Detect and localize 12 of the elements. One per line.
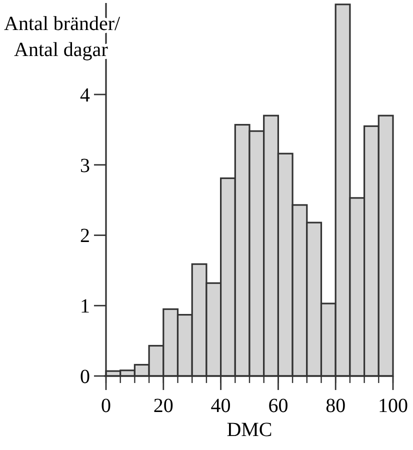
y-tick-label: 3 (80, 154, 90, 177)
y-tick-label: 0 (80, 366, 90, 388)
x-tick-label: 20 (153, 395, 174, 417)
y-tick-label: 1 (80, 296, 90, 318)
x-tick-label: 80 (326, 395, 346, 417)
x-tick-label: 40 (210, 395, 231, 417)
x-tick-label: 60 (268, 395, 288, 417)
x-tick-label: 100 (378, 395, 408, 417)
x-tick-label: 0 (101, 395, 111, 417)
y-tick-label: 4 (80, 84, 90, 106)
x-axis-title: DMC (226, 419, 272, 441)
y-tick-label: 2 (80, 225, 90, 248)
